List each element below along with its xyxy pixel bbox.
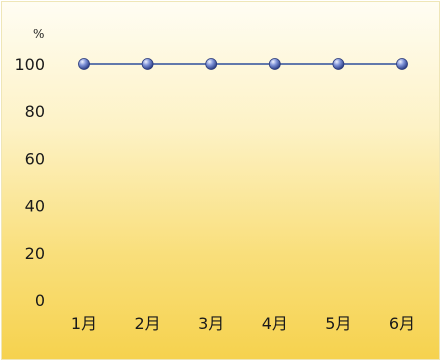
data-point: [78, 58, 90, 70]
data-point: [396, 58, 408, 70]
y-tick-label: 80: [25, 102, 45, 121]
x-tick-label: 6月: [389, 314, 415, 333]
y-axis-ticks: 100 80 60 40 20 0: [14, 55, 45, 310]
x-tick-label: 4月: [262, 314, 288, 333]
x-tick-label: 5月: [325, 314, 351, 333]
y-tick-label: 100: [14, 55, 45, 74]
x-tick-label: 3月: [198, 314, 224, 333]
series-group: [78, 58, 408, 70]
y-tick-label: 0: [35, 291, 45, 310]
data-point: [332, 58, 345, 70]
y-unit-label: %: [33, 27, 44, 41]
y-tick-label: 40: [25, 197, 45, 216]
data-point: [141, 58, 154, 70]
y-tick-label: 20: [25, 244, 45, 263]
data-point: [205, 58, 218, 70]
x-tick-label: 2月: [135, 314, 161, 333]
x-axis-ticks: 1月 2月 3月 4月 5月 6月: [71, 314, 415, 333]
y-tick-label: 60: [25, 149, 45, 168]
x-tick-label: 1月: [71, 314, 97, 333]
data-point: [268, 58, 281, 70]
